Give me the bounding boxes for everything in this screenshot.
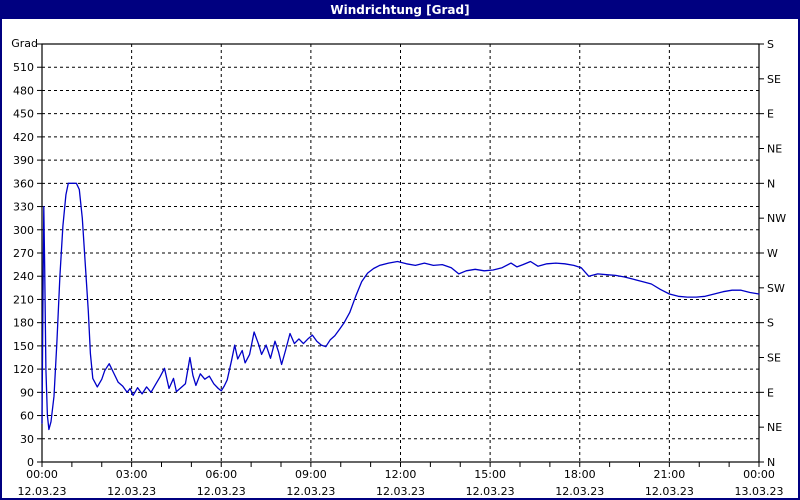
compass-label: N — [767, 177, 775, 190]
y-left-tick-label: 450 — [13, 108, 34, 121]
compass-label: W — [767, 247, 778, 260]
compass-label: E — [767, 386, 774, 399]
compass-label: SE — [767, 352, 781, 365]
window-title: Windrichtung [Grad] — [330, 3, 470, 17]
y-axis-left — [37, 43, 42, 463]
x-time-label: 21:00 — [654, 468, 686, 481]
grid-lines — [42, 44, 759, 462]
y-left-tick-label: 30 — [20, 433, 34, 446]
compass-label: NE — [767, 421, 782, 434]
compass-label: NW — [767, 212, 786, 225]
x-time-label: 00:00 — [743, 468, 775, 481]
compass-label: E — [767, 108, 774, 121]
y-left-tick-label: 360 — [13, 177, 34, 190]
x-time-label: 09:00 — [295, 468, 327, 481]
compass-label: SE — [767, 73, 781, 86]
y-left-tick-label: 150 — [13, 340, 34, 353]
x-date-label: 12.03.23 — [376, 485, 425, 498]
y-left-tick-label: 60 — [20, 410, 34, 423]
x-date-label: 12.03.23 — [18, 485, 67, 498]
compass-label: N — [767, 456, 775, 469]
y-left-tick-label: 300 — [13, 224, 34, 237]
x-time-label: 03:00 — [116, 468, 148, 481]
y-left-tick-label: 510 — [13, 61, 34, 74]
y-left-tick-label: 480 — [13, 84, 34, 97]
wind-direction-line — [41, 182, 760, 431]
x-date-label: 12.03.23 — [107, 485, 156, 498]
y-left-tick-label: 120 — [13, 363, 34, 376]
y-left-tick-label: 180 — [13, 317, 34, 330]
x-date-label: 12.03.23 — [555, 485, 604, 498]
x-time-label: 12:00 — [385, 468, 417, 481]
y-left-tick-label: 330 — [13, 201, 34, 214]
y-left-tick-label: 0 — [27, 456, 34, 469]
x-date-label: 12.03.23 — [466, 485, 515, 498]
y-left-tick-label: 270 — [13, 247, 34, 260]
x-date-label: 12.03.23 — [286, 485, 335, 498]
x-date-label: 13.03.23 — [735, 485, 784, 498]
x-axis — [41, 462, 760, 467]
x-time-label: 06:00 — [205, 468, 237, 481]
x-date-label: 12.03.23 — [197, 485, 246, 498]
y-axis-unit-label: Grad — [11, 37, 38, 50]
compass-label: SW — [767, 282, 785, 295]
y-left-tick-label: 240 — [13, 270, 34, 283]
compass-label: S — [767, 38, 774, 51]
y-left-tick-label: 390 — [13, 154, 34, 167]
y-left-tick-label: 210 — [13, 293, 34, 306]
x-date-label: 12.03.23 — [645, 485, 694, 498]
compass-label: NE — [767, 143, 782, 156]
y-left-tick-label: 90 — [20, 386, 34, 399]
y-axis-right — [759, 43, 764, 463]
x-time-label: 18:00 — [564, 468, 596, 481]
x-time-label: 00:00 — [26, 468, 58, 481]
y-left-tick-label: 420 — [13, 131, 34, 144]
x-time-label: 15:00 — [474, 468, 506, 481]
window-titlebar[interactable]: Windrichtung [Grad] — [2, 2, 798, 19]
compass-label: S — [767, 317, 774, 330]
